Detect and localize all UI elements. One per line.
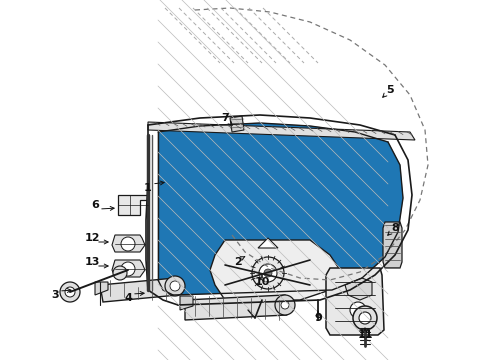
Polygon shape <box>258 238 278 248</box>
Circle shape <box>60 282 80 302</box>
Circle shape <box>113 266 127 280</box>
Circle shape <box>275 295 295 315</box>
Circle shape <box>165 276 185 296</box>
Circle shape <box>353 306 377 330</box>
Circle shape <box>359 312 371 324</box>
Text: 5: 5 <box>386 85 394 95</box>
Text: 8: 8 <box>391 223 399 233</box>
Polygon shape <box>148 122 415 140</box>
Polygon shape <box>185 295 287 320</box>
Text: 9: 9 <box>314 313 322 323</box>
Polygon shape <box>118 195 148 215</box>
Polygon shape <box>345 278 372 300</box>
Circle shape <box>281 301 289 309</box>
Circle shape <box>252 257 284 289</box>
Circle shape <box>170 281 180 291</box>
Text: 4: 4 <box>124 293 132 303</box>
Text: 1: 1 <box>144 183 152 193</box>
Polygon shape <box>326 268 384 335</box>
Circle shape <box>121 262 135 276</box>
Circle shape <box>65 287 75 297</box>
Circle shape <box>121 237 135 251</box>
Text: 11: 11 <box>357 330 373 340</box>
Polygon shape <box>100 278 178 302</box>
Polygon shape <box>158 123 403 295</box>
Text: 12: 12 <box>84 233 100 243</box>
Text: 6: 6 <box>91 200 99 210</box>
Text: 7: 7 <box>221 113 229 123</box>
Polygon shape <box>112 260 145 277</box>
Polygon shape <box>112 235 145 252</box>
Polygon shape <box>210 240 340 300</box>
Circle shape <box>259 264 277 282</box>
Text: 13: 13 <box>84 257 99 267</box>
Polygon shape <box>230 116 244 132</box>
Circle shape <box>264 269 272 277</box>
Text: 10: 10 <box>254 277 270 287</box>
Polygon shape <box>158 123 403 295</box>
Text: 3: 3 <box>51 290 59 300</box>
Circle shape <box>350 302 366 318</box>
Polygon shape <box>180 296 193 310</box>
Polygon shape <box>95 282 108 295</box>
Polygon shape <box>383 222 402 268</box>
Text: 2: 2 <box>234 257 242 267</box>
